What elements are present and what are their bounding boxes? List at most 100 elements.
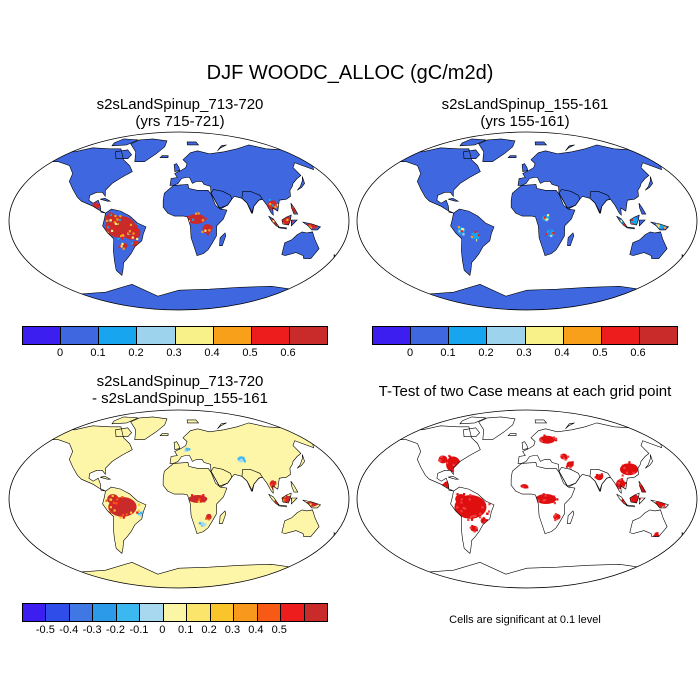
coastline-southAmerica [450, 486, 495, 554]
significant-region-cell [475, 527, 478, 530]
significant-region-cell [439, 459, 442, 462]
significant-region-cell [466, 502, 469, 505]
coastline-ellesmere [459, 416, 487, 425]
landmass-novaya [565, 144, 575, 151]
high-alloc-region-cell [461, 228, 464, 231]
coastline-sulawesi [638, 497, 646, 505]
significant-region-cell [446, 482, 449, 485]
significant-region-cell [468, 498, 471, 501]
significant-region-cell [463, 507, 467, 510]
coastline-uk [521, 163, 529, 172]
high-alloc-region-cell [133, 234, 136, 237]
coastline-greenland [130, 138, 168, 162]
high-alloc-region-cell [118, 245, 121, 248]
significant-region-cell [458, 496, 461, 499]
coastline-ellesmere [111, 416, 139, 425]
positive-diff-region-cell [314, 503, 317, 506]
significant-region-cell [636, 468, 639, 471]
coastline-iceland [507, 433, 517, 436]
colorbar-tick-label: -0.5 [35, 624, 55, 636]
positive-diff-region-cell [137, 509, 140, 512]
coastline-australia [281, 231, 320, 259]
high-alloc-region-cell [94, 203, 97, 206]
significant-region-cell [456, 493, 459, 496]
landmass-uk [522, 163, 528, 172]
significant-region-cell [469, 526, 472, 529]
positive-diff-region-cell [113, 509, 116, 512]
significant-region-cell [623, 466, 626, 470]
positive-diff-region-cell [285, 498, 288, 501]
high-alloc-region-cell [308, 225, 311, 228]
high-alloc-region-cell [114, 227, 117, 230]
colorbar-swatch [639, 327, 677, 344]
coastline-india [241, 191, 263, 214]
significant-region-cell [467, 518, 470, 521]
colorbar-swatch [137, 327, 176, 344]
significant-region-cell [474, 514, 477, 517]
high-alloc-region-cell [271, 204, 274, 207]
coastline-iceland [159, 433, 169, 436]
negative-diff-region-cell [184, 449, 187, 452]
significant-region-cell [656, 532, 659, 535]
coastline-madagascar [567, 510, 575, 524]
coastline-sulawesi [290, 497, 298, 505]
negative-diff-region-cell [201, 524, 205, 527]
positive-diff-region-cell [306, 501, 309, 505]
negative-diff-region-cell [140, 512, 143, 515]
coastline-novaya [565, 422, 575, 430]
landmass-iceland [160, 155, 169, 158]
landmass-arabia [211, 467, 232, 487]
significant-region-cell [463, 493, 466, 496]
high-alloc-region-cell [107, 226, 110, 229]
colorbar-tick-label: 0.3 [166, 347, 182, 359]
colorbar-swatch [289, 327, 327, 344]
significant-region-cell [440, 455, 443, 458]
positive-diff-region-cell [109, 511, 112, 514]
landmass-greenland [130, 416, 167, 440]
significant-region-cell [460, 498, 463, 501]
positive-diff-region-cell [119, 516, 122, 519]
panel-title-line2: - s2sLandSpinup_155-161 [92, 390, 268, 407]
high-alloc-region-cell [119, 215, 122, 218]
positive-diff-region-cell [110, 502, 113, 505]
coastline-eurasia [517, 144, 671, 216]
colorbar-swatch [601, 327, 640, 344]
colorbar-tick-label: 0.6 [280, 347, 296, 359]
coastline-ellesmere [459, 138, 487, 147]
significant-region-cell [554, 513, 557, 516]
positive-diff-region-cell [111, 503, 114, 506]
high-alloc-region-cell [109, 219, 112, 222]
colorbar-swatch [175, 327, 214, 344]
significant-region-cell [632, 471, 635, 475]
significant-region-cell [477, 501, 480, 504]
negative-diff-region-cell [237, 457, 240, 460]
high-alloc-region-cell [462, 233, 465, 236]
positive-diff-region-cell [194, 497, 197, 500]
positive-diff-region-cell [105, 499, 108, 502]
significant-region-cell [626, 471, 629, 474]
significant-region-cell [543, 434, 546, 437]
colorbar-tick-label: 0.2 [201, 624, 217, 636]
positive-diff-region-cell [115, 502, 118, 505]
significant-region-cell [659, 505, 662, 508]
positive-diff-region-cell [198, 498, 201, 501]
colorbar-top-right [372, 326, 678, 345]
colorbar-swatch [281, 604, 305, 621]
positive-diff-region-cell [116, 507, 119, 510]
colorbar-swatch [61, 327, 100, 344]
landmass-madagascar [567, 232, 574, 246]
coastline-madagascar [219, 510, 227, 524]
significant-region-cell [553, 502, 556, 505]
colorbar-swatch [99, 327, 138, 344]
high-alloc-region-cell [129, 219, 132, 222]
significant-region-cell [465, 501, 468, 504]
colorbar-swatch [563, 327, 602, 344]
significant-region-cell [461, 495, 464, 498]
high-alloc-region-cell [470, 235, 473, 238]
panel-title-top-right: s2sLandSpinup_155-161 (yrs 155-161) [350, 96, 700, 130]
coastline-northAmerica [45, 425, 133, 492]
high-alloc-region-cell [136, 237, 139, 241]
significant-region-cell [522, 485, 525, 488]
landmass-india [241, 469, 263, 492]
coastline-sulawesi [290, 219, 298, 227]
